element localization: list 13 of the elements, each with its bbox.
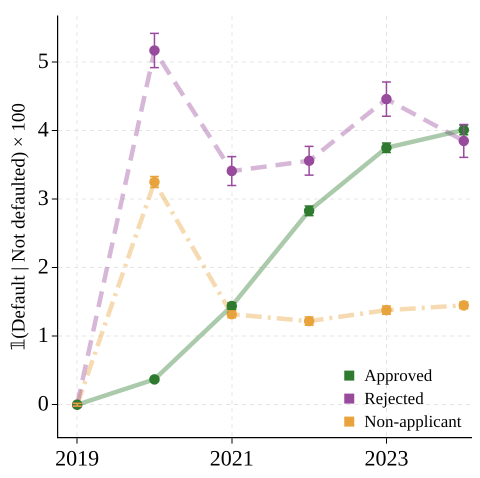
y-tick-label: 4 (38, 116, 49, 142)
y-tick-label: 0 (38, 390, 49, 416)
y-tick-label: 5 (38, 48, 49, 73)
x-tick-label: 2021 (210, 446, 254, 471)
y-tick-label: 2 (38, 253, 49, 278)
x-tick-label: 2019 (55, 446, 100, 471)
y-tick-label: 1 (38, 322, 49, 347)
x-tick-label: 2023 (364, 446, 408, 471)
y-tick-label: 3 (38, 184, 49, 210)
y-axis-title: 𝟙(Default | Not defaulted) × 100 (8, 103, 30, 351)
legend-label: Approved (364, 366, 433, 386)
legend-label: Rejected (364, 389, 424, 408)
legend-label: Non-applicant (364, 412, 462, 432)
